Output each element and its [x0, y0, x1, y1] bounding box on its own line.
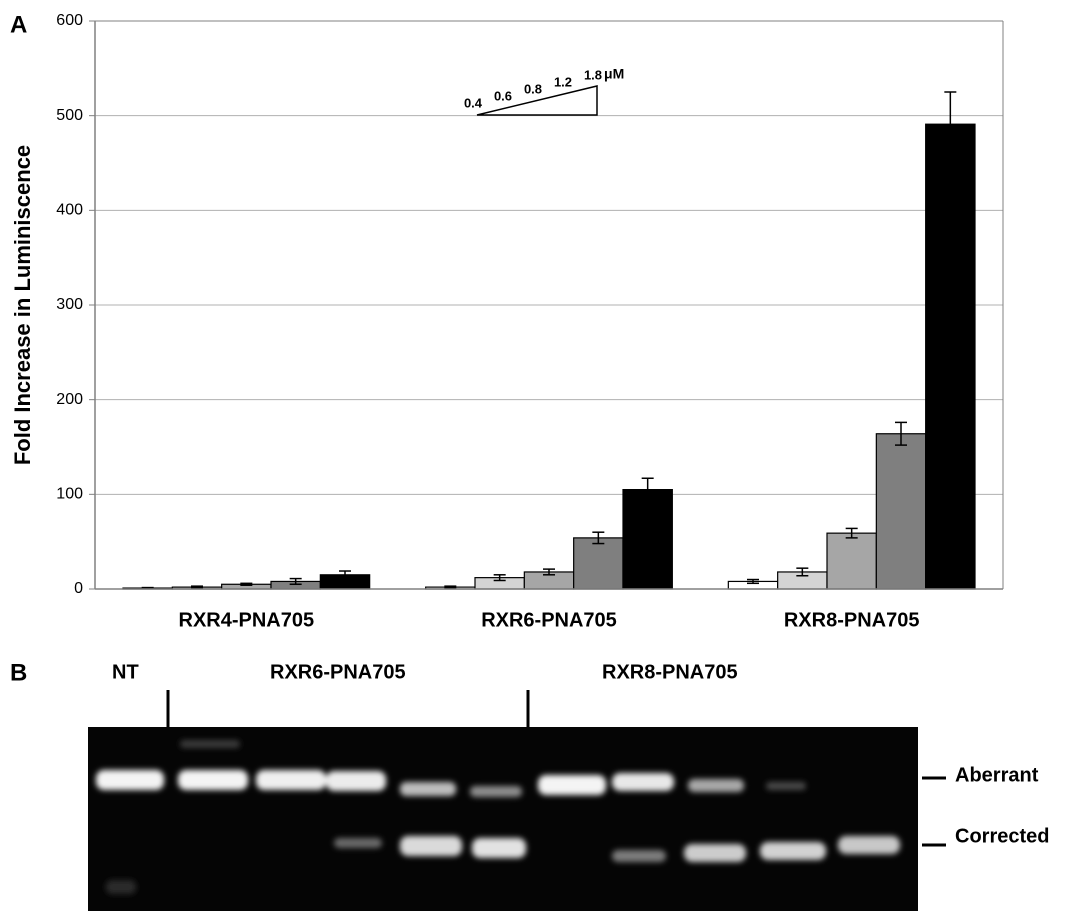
legend-unit: μM [604, 66, 624, 82]
y-tick-label: 400 [56, 202, 83, 219]
y-tick-label: 500 [56, 107, 83, 124]
panel-label: A [10, 11, 27, 38]
x-tick-label: RXR8-PNA705 [784, 609, 920, 631]
x-tick-label: RXR6-PNA705 [481, 609, 617, 631]
legend-label: 1.2 [554, 74, 572, 89]
y-tick-label: 200 [56, 391, 83, 408]
band-label: Aberrant [955, 764, 1039, 786]
legend-label: 1.8 [584, 67, 602, 82]
y-tick-label: 0 [74, 580, 83, 597]
y-tick-label: 100 [56, 486, 83, 503]
figure: A B Fold Increase in Luminiscence 0 100 20… [0, 0, 1067, 911]
y-tick-label: 600 [56, 12, 83, 29]
lane-label: RXR6-PNA705 [270, 661, 406, 683]
bar [574, 538, 623, 589]
lane-label: RXR8-PNA705 [602, 661, 738, 683]
bar [827, 533, 876, 589]
y-tick-label: 300 [56, 296, 83, 313]
bar [623, 490, 672, 589]
band-label: Corrected [955, 825, 1049, 847]
y-axis-label: Fold Increase in Luminiscence [10, 145, 35, 465]
gel [88, 727, 918, 911]
lane-label: NT [112, 661, 139, 683]
legend-label: 0.8 [524, 81, 542, 96]
legend-label: 0.4 [464, 95, 483, 110]
bar [926, 124, 975, 589]
x-tick-label: RXR4-PNA705 [179, 609, 315, 631]
panel-label: B [10, 659, 27, 686]
bar [876, 434, 925, 589]
legend-label: 0.6 [494, 88, 512, 103]
